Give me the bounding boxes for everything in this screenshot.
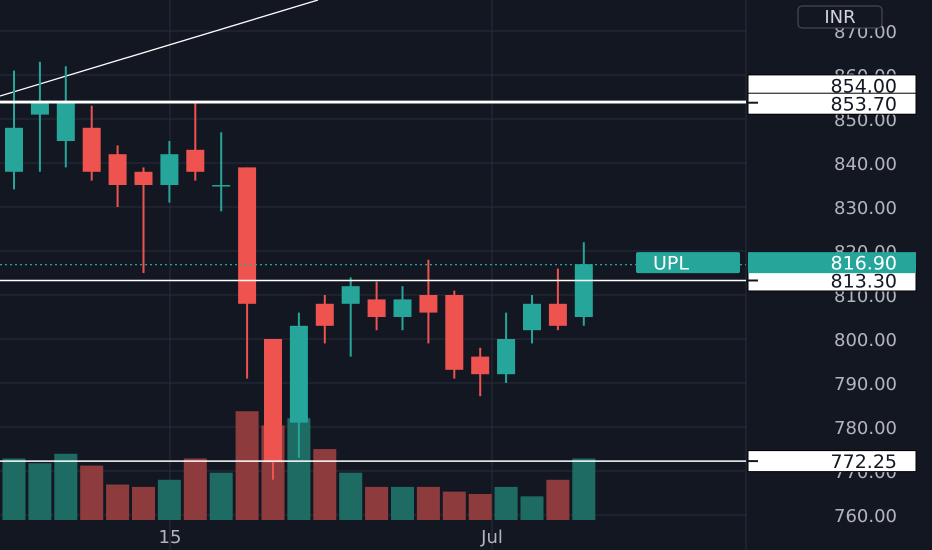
current-price-badge[interactable]: UPL 816.90 bbox=[636, 252, 916, 275]
candle-body bbox=[160, 154, 179, 185]
candle-body bbox=[315, 303, 334, 326]
candle-body bbox=[419, 295, 438, 313]
candle-body bbox=[445, 295, 464, 370]
current-price-value: 816.90 bbox=[831, 253, 897, 275]
volume-bar bbox=[157, 479, 181, 520]
price-tick-label: 850.00 bbox=[834, 110, 897, 131]
candle-body bbox=[574, 264, 593, 317]
candle-body bbox=[108, 154, 127, 185]
candle-body bbox=[341, 286, 360, 304]
volume-bar bbox=[468, 493, 492, 520]
price-level-value: 772.25 bbox=[831, 451, 897, 473]
trend-line bbox=[0, 0, 319, 97]
price-level-badge[interactable]: 853.70 bbox=[747, 92, 917, 116]
price-tick-label: 840.00 bbox=[834, 154, 897, 175]
volume-bar bbox=[80, 465, 104, 520]
price-tick-label: 800.00 bbox=[834, 330, 897, 351]
symbol-label: UPL bbox=[653, 253, 689, 275]
volume-bar bbox=[546, 479, 570, 520]
candles bbox=[5, 61, 593, 480]
volume-bar bbox=[313, 449, 337, 520]
currency-badge[interactable]: INR bbox=[797, 5, 883, 29]
volume-bar bbox=[365, 486, 389, 520]
volume-bar bbox=[106, 484, 130, 520]
price-level-value: 813.30 bbox=[831, 270, 897, 292]
price-level-value: 854.00 bbox=[831, 75, 897, 97]
candle-body bbox=[30, 101, 49, 115]
symbol-tag bbox=[636, 252, 740, 274]
candle-body bbox=[238, 167, 257, 304]
price-tick-label: 830.00 bbox=[834, 198, 897, 219]
candle-body bbox=[5, 127, 23, 172]
candle-body bbox=[548, 303, 567, 326]
candle-body bbox=[186, 149, 205, 172]
candle-body bbox=[264, 339, 282, 463]
price-level-badge[interactable]: 813.30 bbox=[747, 269, 917, 293]
candle-body bbox=[82, 127, 101, 172]
volume-bar bbox=[28, 463, 52, 520]
volume-bar bbox=[235, 411, 259, 520]
candle-body bbox=[134, 171, 153, 185]
price-tick-label: 760.00 bbox=[834, 506, 897, 527]
volume-bar bbox=[391, 486, 414, 520]
price-tick-label: 780.00 bbox=[834, 418, 897, 439]
volume-bar bbox=[442, 491, 466, 520]
candle-body bbox=[289, 325, 308, 423]
date-tick-label: Jul bbox=[480, 527, 503, 548]
horizontal-levels bbox=[0, 100, 746, 462]
volume-bar bbox=[339, 472, 363, 520]
candle-body bbox=[367, 299, 386, 317]
volume-bar bbox=[520, 496, 544, 520]
price-level-value: 853.70 bbox=[831, 94, 897, 116]
volume-bars bbox=[2, 411, 596, 520]
date-tick-label: 15 bbox=[159, 527, 182, 548]
currency-label: INR bbox=[824, 7, 855, 28]
candle-body bbox=[212, 185, 231, 187]
candle-body bbox=[56, 101, 75, 141]
candle-body bbox=[523, 303, 541, 331]
volume-bar bbox=[54, 453, 78, 520]
price-tick-label: 790.00 bbox=[834, 374, 897, 395]
volume-bar bbox=[494, 486, 518, 520]
volume-bar bbox=[2, 458, 26, 520]
candle-body bbox=[393, 299, 412, 317]
candle-body bbox=[471, 356, 490, 375]
candle-body bbox=[497, 339, 516, 375]
volume-bar bbox=[132, 486, 155, 520]
volume-bar bbox=[416, 486, 440, 520]
time-axis: 15 Jul bbox=[159, 527, 503, 548]
volume-bar bbox=[287, 418, 311, 520]
volume-bar bbox=[572, 458, 596, 520]
volume-bar bbox=[183, 458, 207, 520]
price-level-badge[interactable]: 772.25 bbox=[747, 450, 917, 474]
volume-bar bbox=[209, 472, 233, 520]
